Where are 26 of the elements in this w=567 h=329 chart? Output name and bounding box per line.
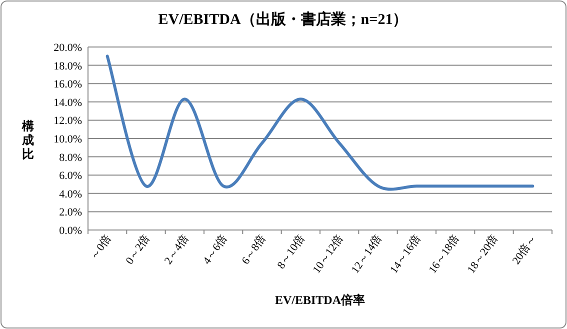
y-tick-label: 0.0%	[59, 225, 82, 237]
y-tick-label: 8.0%	[59, 152, 82, 164]
x-tick-label: 4～6倍	[200, 232, 230, 267]
x-tick-label: 20倍～	[510, 232, 540, 267]
x-tick-label: 8～10倍	[274, 232, 308, 272]
y-tick-label: 2.0%	[59, 206, 82, 219]
x-tick-label: ～0倍	[87, 232, 114, 262]
x-tick-label: 14～16倍	[387, 232, 424, 276]
x-tick-label: 12～14倍	[348, 232, 384, 276]
x-axis-title: EV/EBITDA倍率	[274, 293, 366, 307]
x-tick-label: 6～8倍	[238, 232, 268, 267]
y-tick-label: 20.0%	[54, 42, 82, 54]
y-tick-label: 6.0%	[59, 170, 82, 182]
x-tick-label: 10～12倍	[310, 232, 346, 276]
y-tick-label: 10.0%	[54, 134, 82, 146]
y-tick-label: 4.0%	[59, 188, 82, 200]
chart-title: EV/EBITDA（出版・書店業；n=21）	[158, 10, 408, 28]
y-tick-label: 18.0%	[54, 60, 82, 72]
x-tick-label: 18～20倍	[464, 232, 500, 276]
y-tick-label: 12.0%	[54, 115, 82, 128]
x-tick-label: 0～2倍	[122, 232, 152, 267]
y-axis-title: 構成比	[21, 119, 34, 161]
x-tick-label: 16～18倍	[426, 232, 462, 276]
x-tick-label: 2～4倍	[162, 232, 192, 267]
y-tick-label: 14.0%	[54, 96, 82, 109]
y-tick-label: 16.0%	[54, 78, 82, 91]
